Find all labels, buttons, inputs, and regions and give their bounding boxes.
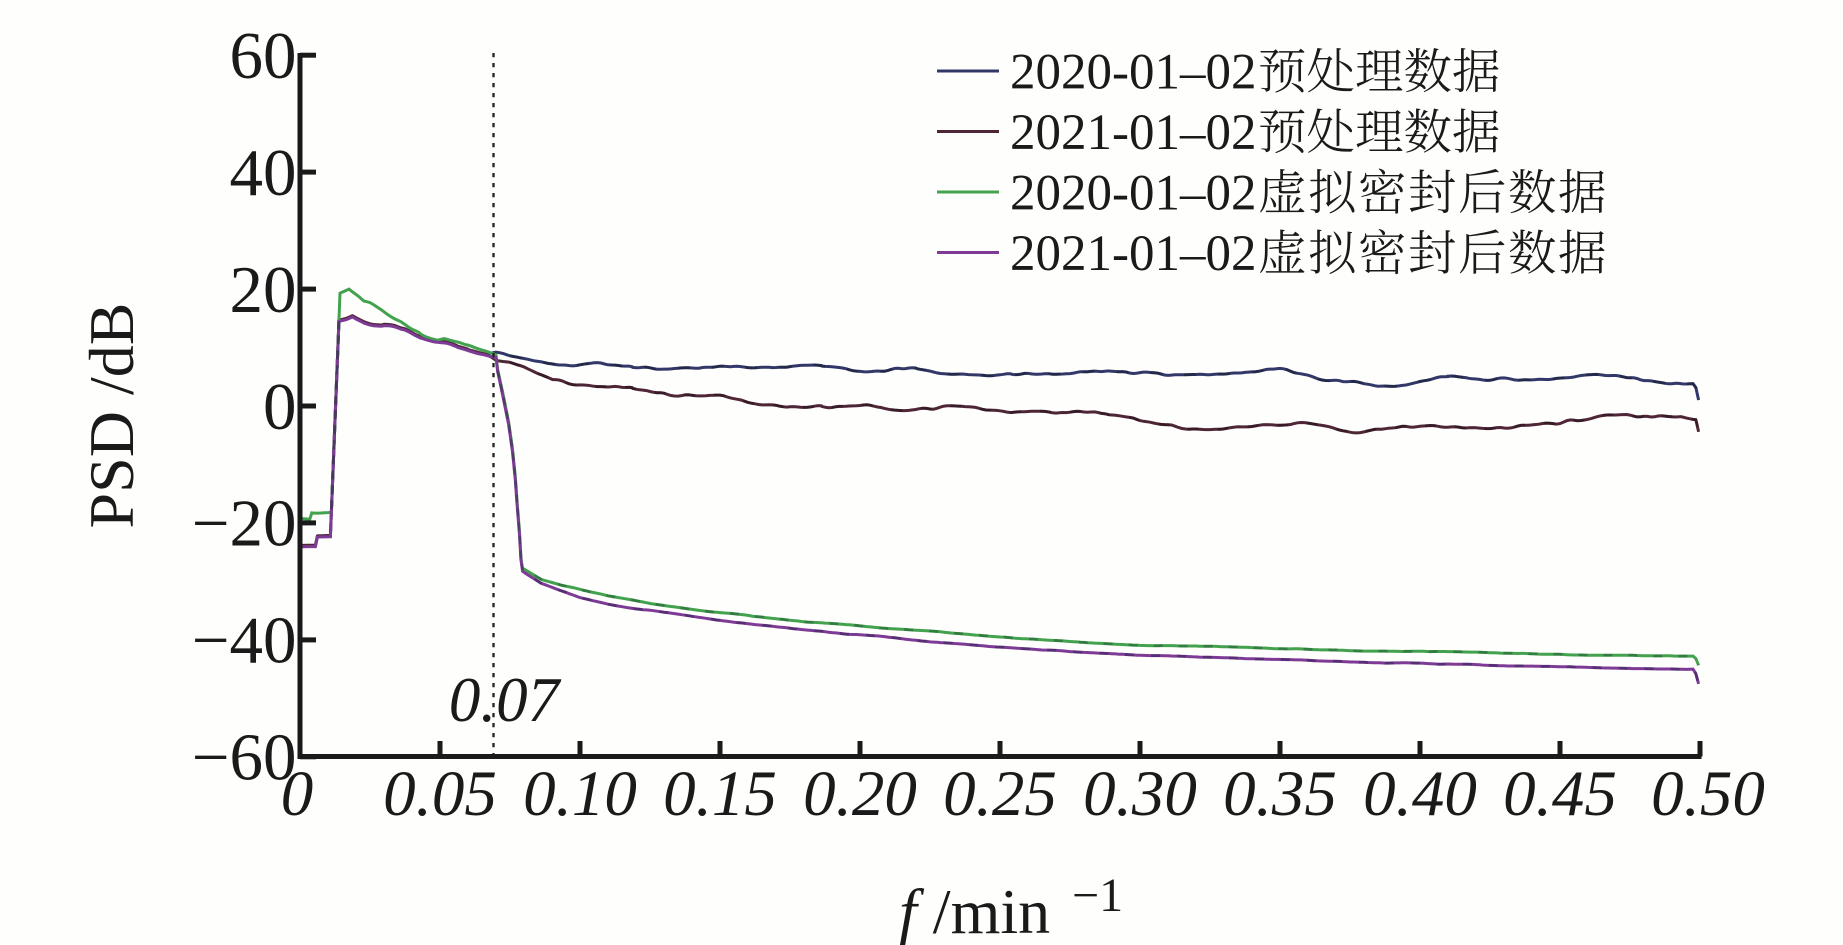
svg-text:0.15: 0.15 bbox=[663, 758, 777, 830]
svg-text:60: 60 bbox=[230, 19, 297, 93]
svg-text:2021-01–02: 2021-01–02 bbox=[1010, 226, 1256, 282]
svg-text:2021-01–02: 2021-01–02 bbox=[1010, 105, 1256, 161]
svg-text:40: 40 bbox=[230, 136, 297, 210]
svg-text:0.20: 0.20 bbox=[803, 758, 917, 830]
svg-text:0.40: 0.40 bbox=[1363, 758, 1477, 830]
svg-text:−60: −60 bbox=[192, 721, 297, 795]
svg-text:0.25: 0.25 bbox=[943, 758, 1057, 830]
svg-text:f /min: f /min bbox=[899, 876, 1050, 945]
svg-text:0.07: 0.07 bbox=[449, 665, 562, 735]
svg-text:−1: −1 bbox=[1072, 869, 1123, 922]
svg-text:0.10: 0.10 bbox=[523, 758, 637, 830]
svg-text:2020-01–02: 2020-01–02 bbox=[1010, 45, 1256, 101]
svg-text:0.05: 0.05 bbox=[383, 758, 497, 830]
svg-text:−20: −20 bbox=[192, 487, 297, 561]
svg-text:20: 20 bbox=[230, 253, 297, 327]
svg-text:0: 0 bbox=[281, 758, 314, 830]
svg-text:0.35: 0.35 bbox=[1223, 758, 1337, 830]
svg-text:0.30: 0.30 bbox=[1083, 758, 1197, 830]
svg-text:0: 0 bbox=[263, 370, 297, 444]
svg-text:−40: −40 bbox=[192, 604, 297, 678]
svg-text:2020-01–02: 2020-01–02 bbox=[1010, 166, 1256, 222]
svg-text:PSD /dB: PSD /dB bbox=[76, 303, 147, 529]
svg-text:0.45: 0.45 bbox=[1503, 758, 1617, 830]
svg-text:0.50: 0.50 bbox=[1651, 758, 1765, 830]
